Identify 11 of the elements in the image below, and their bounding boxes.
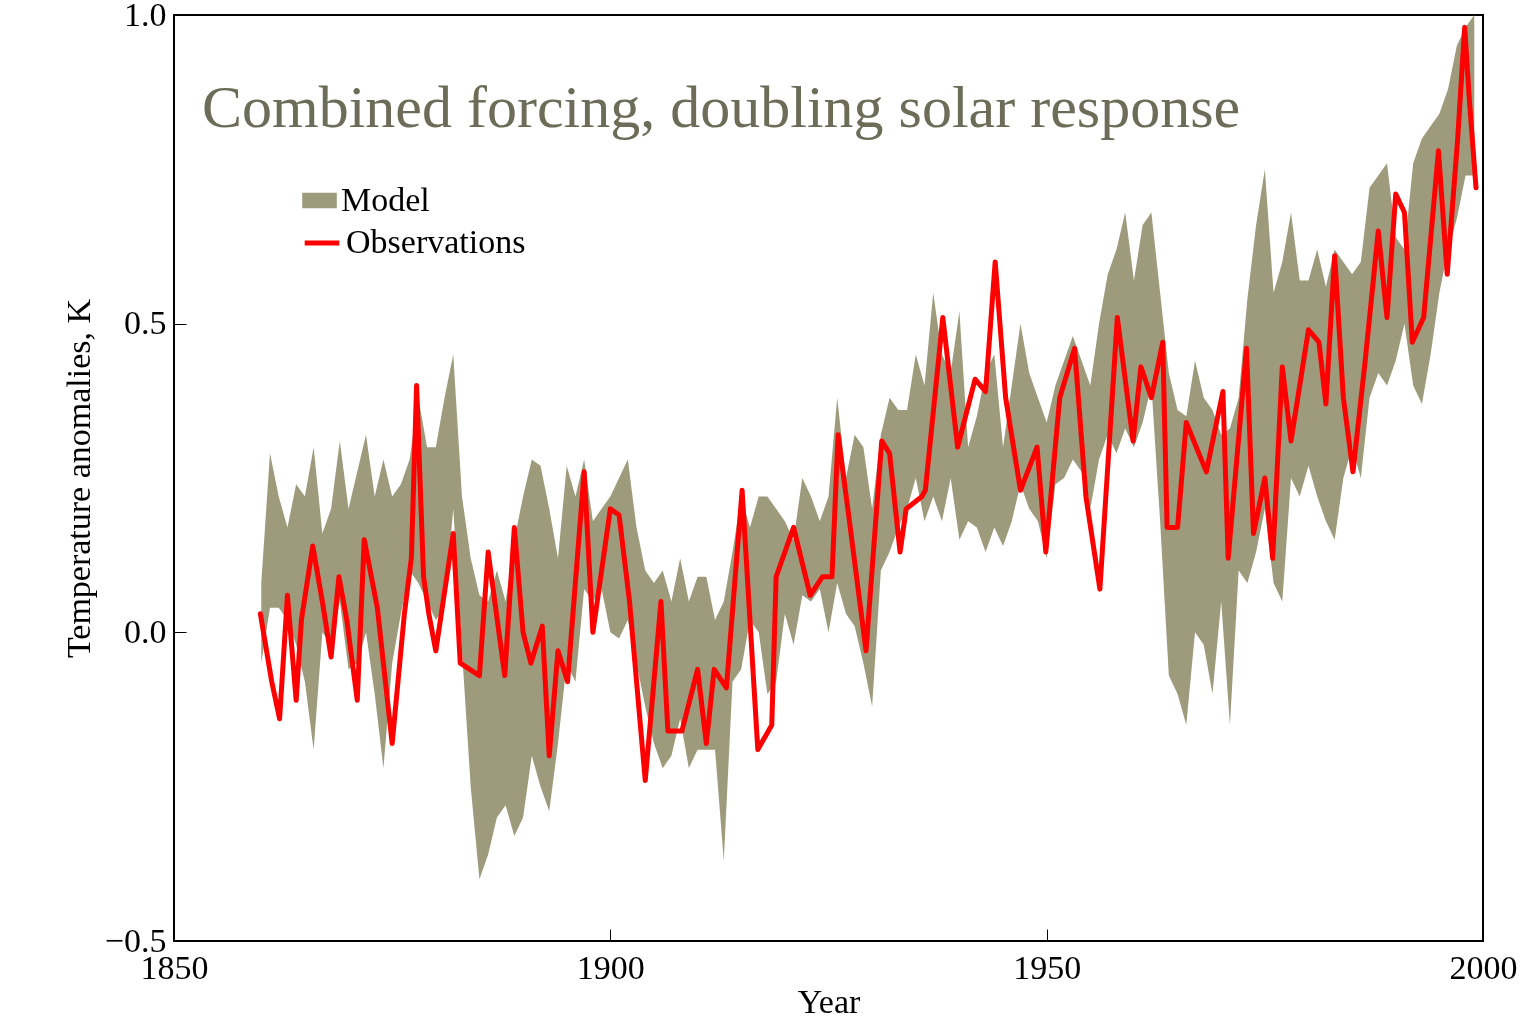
x-tick-label: 2000 [1449,948,1518,986]
x-axis-title: Year [797,982,861,1020]
legend-label: Model [341,180,430,218]
legend-label: Observations [346,223,526,260]
y-tick-label: 0.5 [124,304,167,342]
y-tick-label: 1.0 [124,0,167,33]
y-axis-title: Temperature anomalies, K [59,298,97,659]
y-tick-label: 0.0 [124,612,167,650]
text: Combined forcing, doubling solar response [202,74,1241,140]
x-tick-label: 1900 [576,948,645,986]
x-tick-label: 1950 [1013,948,1082,986]
